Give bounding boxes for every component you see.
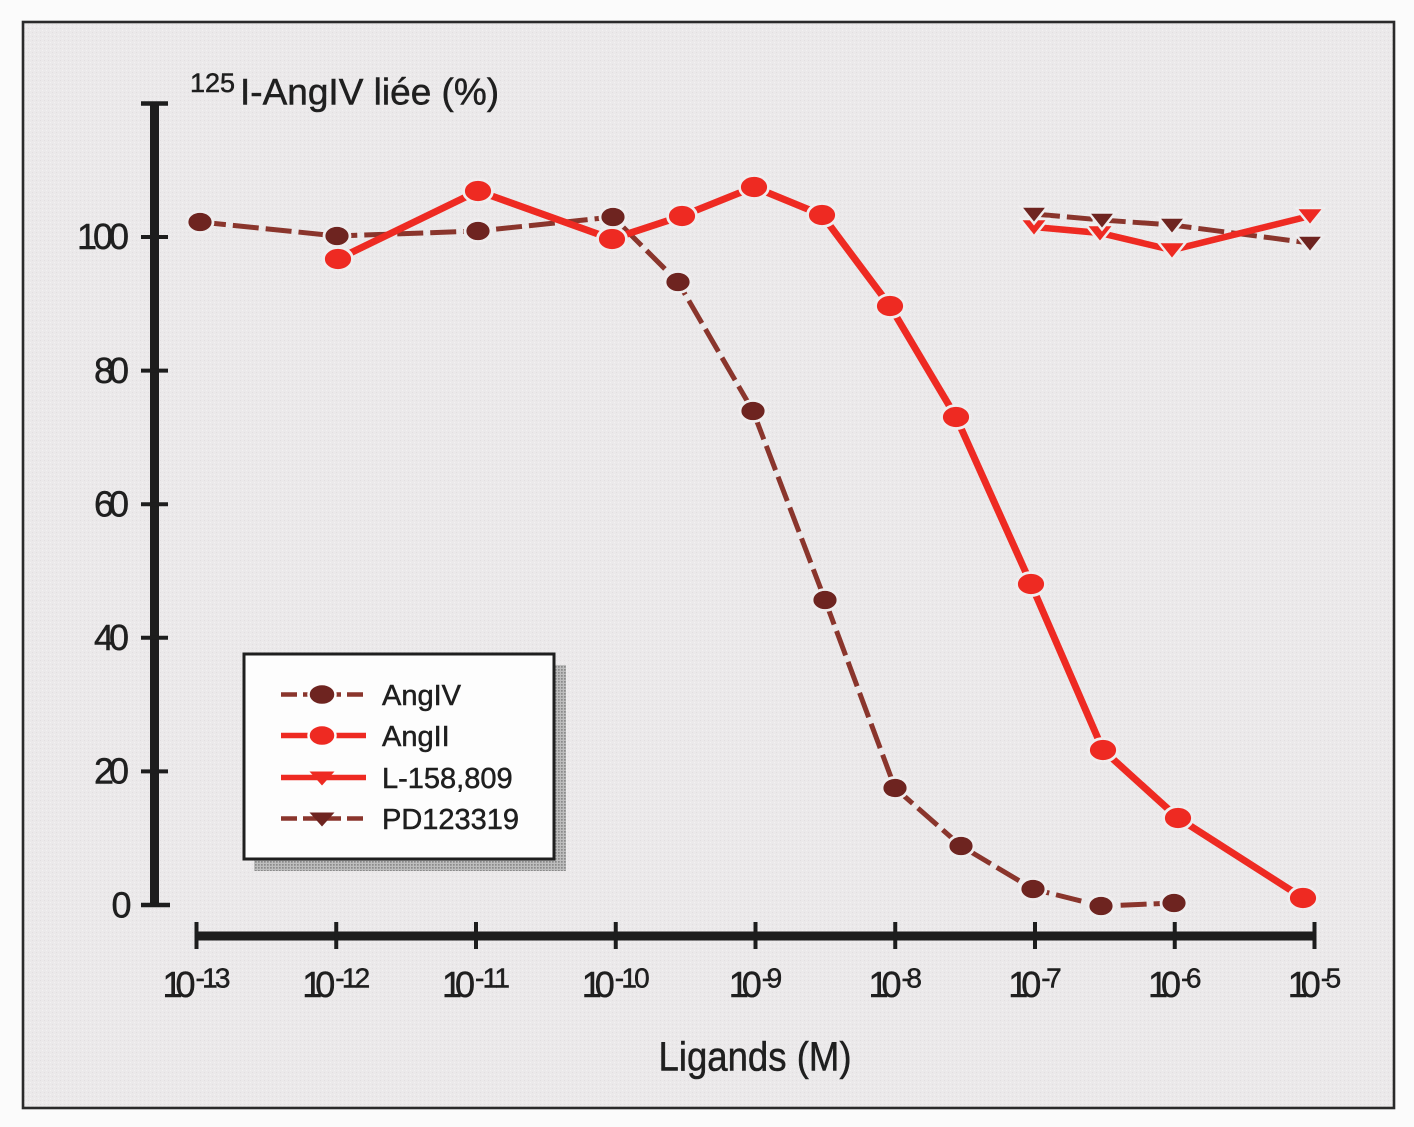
svg-text:125: 125	[190, 68, 235, 98]
svg-text:-8: -8	[902, 963, 923, 994]
svg-text:10: 10	[442, 964, 475, 1005]
svg-text:I-AngIV liée (%): I-AngIV liée (%)	[240, 72, 499, 113]
svg-text:10: 10	[1148, 964, 1181, 1005]
svg-text:-12: -12	[335, 963, 370, 994]
svg-text:10: 10	[582, 964, 615, 1005]
svg-text:20: 20	[94, 751, 129, 792]
svg-text:100: 100	[77, 216, 129, 257]
svg-text:10: 10	[1288, 964, 1321, 1005]
svg-text:10: 10	[1008, 964, 1041, 1005]
svg-text:-6: -6	[1181, 963, 1202, 994]
svg-text:10: 10	[302, 964, 335, 1005]
svg-text:PD123319: PD123319	[382, 804, 519, 836]
svg-text:40: 40	[94, 617, 129, 658]
svg-text:-7: -7	[1041, 963, 1062, 994]
svg-text:L-158,809: L-158,809	[382, 763, 513, 795]
svg-text:-9: -9	[762, 963, 783, 994]
svg-text:60: 60	[94, 483, 129, 524]
svg-text:Ligands (M): Ligands (M)	[659, 1034, 852, 1080]
svg-text:-11: -11	[475, 963, 510, 994]
svg-text:-5: -5	[1321, 963, 1342, 994]
svg-text:10: 10	[729, 964, 762, 1005]
svg-text:AngIV: AngIV	[382, 680, 462, 712]
svg-text:10: 10	[163, 964, 196, 1005]
svg-text:-13: -13	[196, 963, 231, 994]
svg-text:AngII: AngII	[382, 721, 450, 753]
svg-text:10: 10	[869, 964, 902, 1005]
svg-text:0: 0	[112, 884, 132, 925]
svg-text:80: 80	[94, 350, 129, 391]
svg-text:-10: -10	[615, 963, 650, 994]
